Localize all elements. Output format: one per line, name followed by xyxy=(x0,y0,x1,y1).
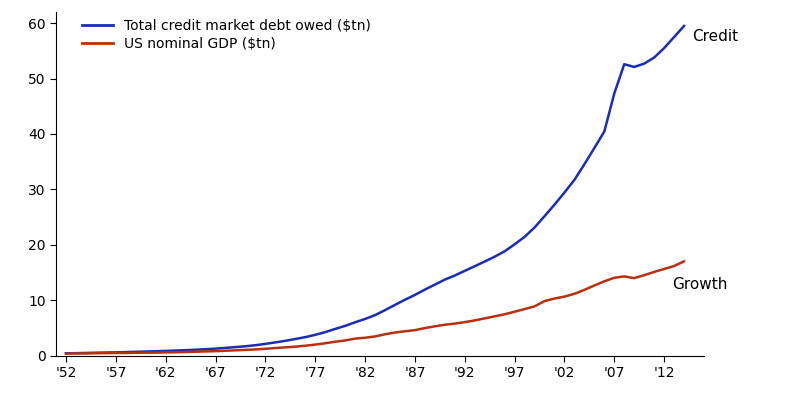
US nominal GDP ($tn) xyxy=(490,314,499,319)
Total credit market debt owed ($tn) xyxy=(670,35,679,40)
US nominal GDP ($tn) xyxy=(370,334,380,339)
US nominal GDP ($tn) xyxy=(670,263,679,268)
Total credit market debt owed ($tn) xyxy=(350,320,360,325)
Total credit market debt owed ($tn) xyxy=(679,23,689,28)
US nominal GDP ($tn) xyxy=(230,348,240,353)
Total credit market debt owed ($tn) xyxy=(490,254,499,259)
Line: Total credit market debt owed ($tn): Total credit market debt owed ($tn) xyxy=(66,26,684,354)
US nominal GDP ($tn) xyxy=(350,336,360,341)
Text: Credit: Credit xyxy=(692,29,738,44)
Line: US nominal GDP ($tn): US nominal GDP ($tn) xyxy=(66,261,684,354)
Total credit market debt owed ($tn) xyxy=(230,345,240,349)
Total credit market debt owed ($tn) xyxy=(370,313,380,318)
US nominal GDP ($tn) xyxy=(250,347,260,352)
Legend: Total credit market debt owed ($tn), US nominal GDP ($tn): Total credit market debt owed ($tn), US … xyxy=(82,19,371,51)
Text: Growth: Growth xyxy=(672,277,727,292)
Total credit market debt owed ($tn) xyxy=(250,343,260,347)
US nominal GDP ($tn) xyxy=(679,259,689,264)
US nominal GDP ($tn) xyxy=(61,351,70,356)
Total credit market debt owed ($tn) xyxy=(61,351,70,356)
